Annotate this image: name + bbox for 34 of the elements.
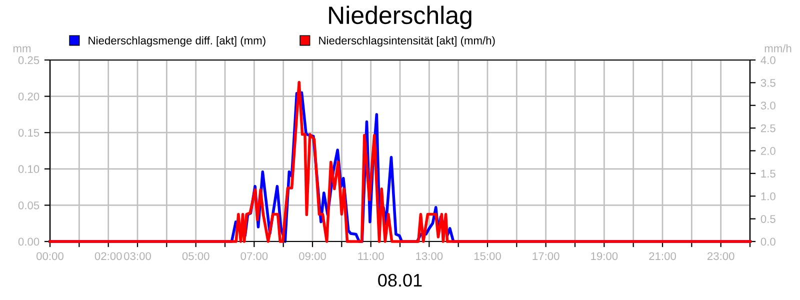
y2-tick-label: 3.5 xyxy=(760,78,776,87)
y-tick-label: 0.05 xyxy=(18,201,40,210)
y-tick-label: 0.25 xyxy=(18,56,40,64)
y2-tick-label: 2.5 xyxy=(760,124,776,132)
y2-tick-label: 1.0 xyxy=(761,192,776,200)
x-tick-label: 11:00 xyxy=(358,252,384,260)
y2-tick-label: 0.0 xyxy=(760,238,776,246)
x-tick-label: 09:00 xyxy=(299,252,326,260)
x-tick-label: 17:00 xyxy=(532,252,560,260)
legend-label: Niederschlagsmenge diff. [akt] (mm) xyxy=(88,36,266,47)
y2-axis-title: mm/h xyxy=(764,44,792,52)
y2-tick-label: 3.0 xyxy=(760,102,776,110)
x-tick-label: 15:00 xyxy=(474,252,501,260)
y-tick-label: 0.00 xyxy=(18,238,40,246)
x-tick-label: 23:00 xyxy=(707,252,734,260)
x-tick-label: 03:00 xyxy=(124,252,151,260)
x-tick-label: 13:00 xyxy=(416,252,443,260)
x-tick-label: 02:00 xyxy=(94,252,122,260)
y-tick-label: 0.20 xyxy=(18,92,40,100)
y-axis-title: mm xyxy=(13,46,31,52)
x-tick-label: 00:00 xyxy=(36,252,64,260)
legend-label: Niederschlagsintensität [akt] (mm/h) xyxy=(319,36,495,47)
y-tick-label: 0.15 xyxy=(18,128,40,137)
x-tick-label: 21:00 xyxy=(649,252,676,260)
y-tick-label: 0.10 xyxy=(18,165,40,174)
y2-tick-label: 2.0 xyxy=(760,147,776,155)
x-tick-label: 05:00 xyxy=(182,252,210,260)
chart-title: Niederschlag xyxy=(329,6,472,30)
y2-tick-label: 1.5 xyxy=(761,170,776,178)
y2-tick-label: 0.5 xyxy=(760,215,776,223)
x-axis-title: 08.01 xyxy=(378,274,422,287)
x-tick-label: 07:00 xyxy=(240,252,268,260)
y2-tick-label: 4.0 xyxy=(760,56,776,64)
x-tick-label: 19:00 xyxy=(591,252,618,260)
